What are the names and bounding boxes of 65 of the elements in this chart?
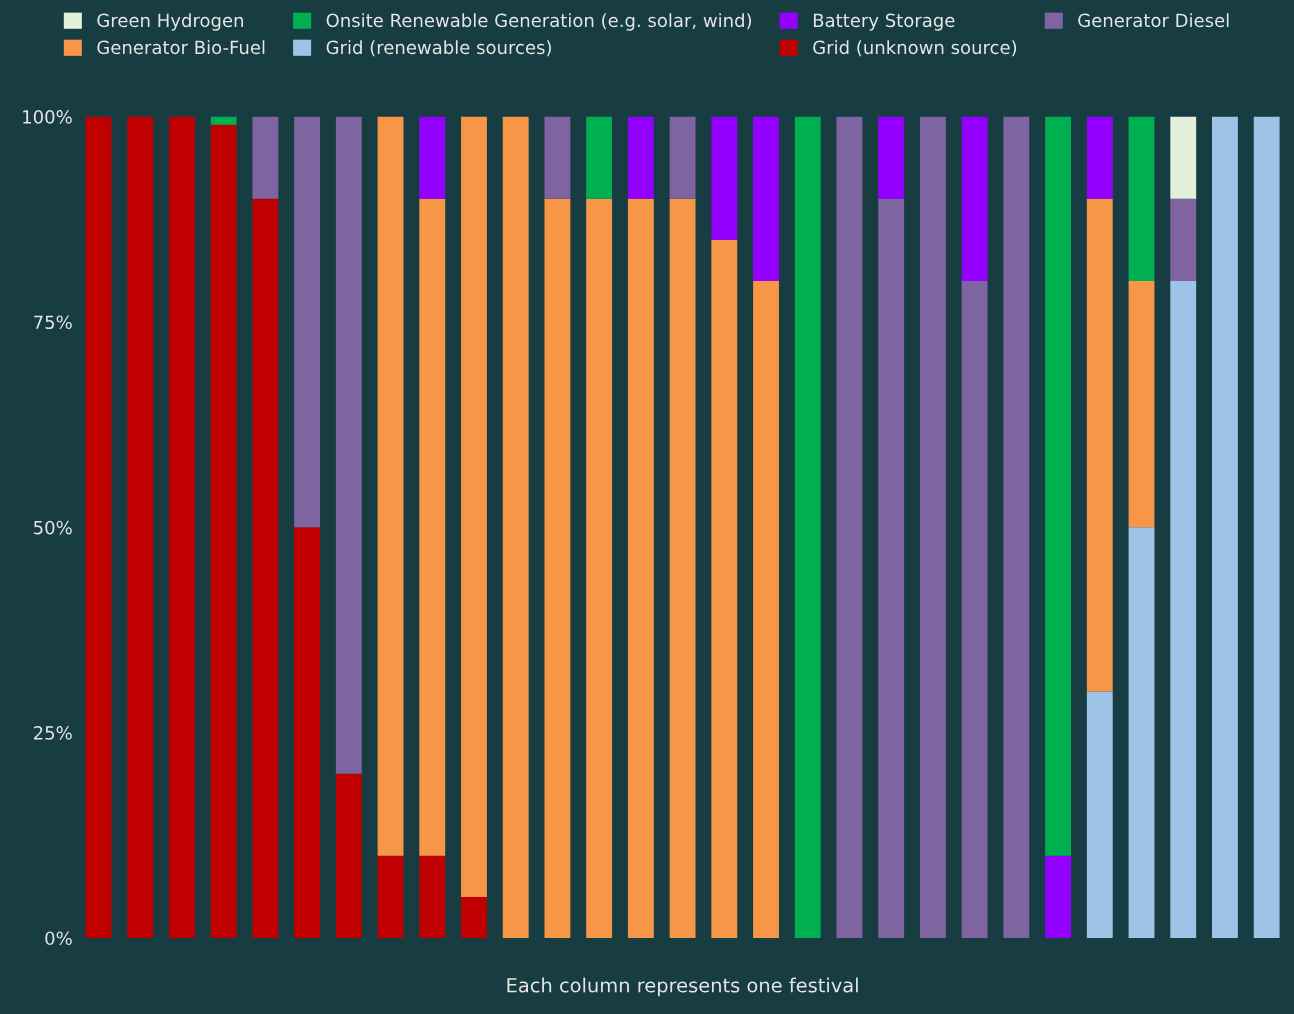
bar [1253, 116, 1280, 938]
bar [961, 280, 988, 938]
bar [919, 116, 946, 938]
bar [836, 116, 863, 938]
bar [335, 116, 362, 774]
bar [1003, 116, 1030, 938]
bar [335, 773, 362, 938]
legend-label: Grid (unknown source) [813, 40, 1017, 57]
y-tick-label: 75% [34, 315, 72, 330]
bar [502, 116, 529, 938]
bar [1128, 280, 1155, 528]
y-tick-label: 0% [45, 931, 72, 946]
bar [544, 198, 571, 938]
bar [1086, 116, 1113, 199]
bar [252, 198, 279, 938]
bar [669, 116, 696, 199]
bar [461, 896, 487, 938]
legend-label: Generator Diesel [1078, 13, 1229, 28]
bar [1128, 527, 1155, 938]
bar [878, 116, 905, 199]
bar [210, 116, 237, 125]
bar [669, 198, 696, 938]
bar [711, 239, 738, 938]
bar [294, 527, 321, 938]
bar [419, 116, 446, 199]
bar [1086, 198, 1113, 692]
bar [419, 855, 446, 938]
bar [794, 116, 821, 938]
bar [753, 116, 779, 281]
bar [85, 116, 112, 938]
bar [1128, 116, 1155, 281]
bar [1170, 280, 1197, 938]
legend-label: Generator Bio-Fuel [97, 40, 265, 55]
bar [169, 116, 195, 938]
bar [252, 116, 279, 199]
bar [1086, 691, 1113, 938]
bar [1212, 116, 1238, 938]
x-axis-title: Each column represents one festival [507, 977, 858, 997]
bar [627, 116, 654, 199]
legend-label: Green Hydrogen [97, 13, 243, 31]
bar [377, 855, 404, 938]
bar [461, 116, 487, 897]
bar [1170, 116, 1197, 199]
bar [1045, 116, 1071, 856]
bar [377, 116, 404, 856]
y-tick-label: 25% [33, 726, 72, 740]
bar [419, 198, 446, 856]
bar [210, 124, 237, 938]
legend-label: Grid (renewable sources) [326, 40, 551, 57]
bar [586, 116, 613, 199]
bar [1170, 198, 1197, 281]
bar [544, 116, 571, 199]
bar [878, 198, 905, 938]
bar [711, 116, 738, 240]
bar [1045, 855, 1071, 938]
y-tick-label: 100% [23, 110, 72, 124]
legend-label: Battery Storage [813, 13, 955, 31]
y-tick-label: 50% [34, 520, 72, 535]
bar [294, 116, 321, 528]
bar [961, 116, 988, 281]
bar [127, 116, 154, 938]
bar [627, 198, 654, 938]
bar [753, 280, 779, 938]
bar [586, 198, 613, 938]
legend-label: Onsite Renewable Generation (e.g. solar, wind) [326, 13, 752, 31]
